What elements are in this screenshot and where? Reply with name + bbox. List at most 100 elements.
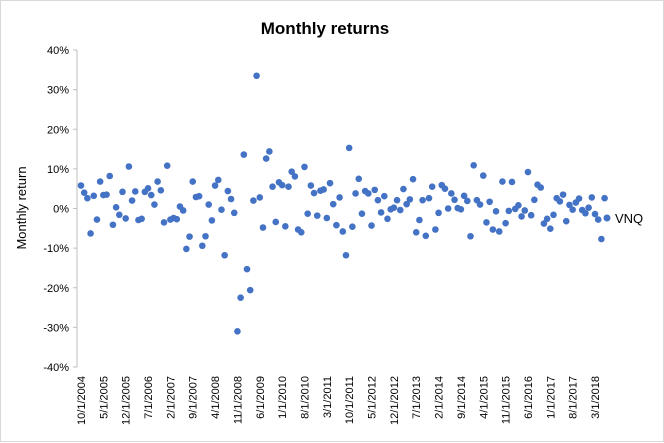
data-point xyxy=(224,187,232,195)
data-point xyxy=(253,72,260,80)
data-point xyxy=(214,176,222,184)
data-point xyxy=(211,182,219,189)
data-point xyxy=(243,265,251,273)
data-point xyxy=(119,188,126,196)
data-point xyxy=(320,186,327,193)
data-point xyxy=(540,220,548,227)
x-tick-label: 11/1/2008 xyxy=(232,376,244,424)
data-point xyxy=(336,194,343,201)
data-point xyxy=(476,201,484,208)
data-point xyxy=(144,184,152,192)
data-point xyxy=(352,190,359,197)
data-point xyxy=(109,221,117,229)
data-point xyxy=(460,192,468,200)
x-tick-label: 1/1/2010 xyxy=(277,376,289,419)
data-point xyxy=(240,151,248,158)
data-point xyxy=(227,195,235,203)
data-point xyxy=(432,226,439,233)
data-point xyxy=(531,196,538,204)
data-point xyxy=(527,211,535,219)
data-point xyxy=(183,245,190,253)
data-point xyxy=(250,197,257,204)
data-point xyxy=(409,175,417,183)
data-point xyxy=(230,209,238,217)
data-point xyxy=(208,217,216,224)
data-point xyxy=(515,202,522,209)
data-point xyxy=(419,196,426,204)
data-point xyxy=(585,204,592,212)
chart-title: Monthly returns xyxy=(261,19,389,38)
data-point xyxy=(377,209,385,216)
x-tick-label: 8/1/2010 xyxy=(299,376,311,419)
legend: VNQ xyxy=(603,211,643,226)
data-point xyxy=(349,223,356,231)
data-point xyxy=(313,212,321,219)
data-point xyxy=(422,232,430,240)
data-point xyxy=(524,168,532,176)
data-point xyxy=(310,189,318,197)
data-point xyxy=(131,188,139,195)
data-point xyxy=(463,197,471,205)
x-tick-label: 9/1/2014 xyxy=(456,376,468,419)
data-point xyxy=(492,207,500,215)
data-point xyxy=(256,194,264,201)
data-point xyxy=(237,294,244,301)
data-point xyxy=(562,217,570,225)
data-point xyxy=(380,192,388,200)
data-point xyxy=(339,228,347,235)
data-point xyxy=(591,210,599,218)
data-point xyxy=(499,178,506,185)
data-point xyxy=(483,219,490,226)
data-point xyxy=(246,286,254,294)
data-point xyxy=(495,228,503,235)
data-point xyxy=(138,215,145,223)
y-tick-label: 0% xyxy=(53,204,69,216)
data-point xyxy=(547,225,554,233)
x-tick-label: 10/1/2004 xyxy=(76,376,88,425)
data-point xyxy=(297,228,305,236)
data-point xyxy=(467,232,474,240)
data-point xyxy=(518,213,525,220)
x-tick-label: 2/1/2014 xyxy=(434,376,446,419)
data-point xyxy=(122,215,129,222)
data-point xyxy=(582,209,589,217)
y-tick-label: 10% xyxy=(47,164,69,176)
data-point xyxy=(154,178,161,185)
data-point xyxy=(189,178,197,185)
x-tick-label: 10/1/2011 xyxy=(344,376,356,424)
data-point xyxy=(266,148,273,155)
data-point xyxy=(329,200,337,208)
x-tick-label: 3/1/2011 xyxy=(322,376,334,418)
data-point xyxy=(272,218,280,226)
data-point xyxy=(406,196,414,203)
x-tick-label: 12/1/2005 xyxy=(121,376,133,425)
data-point xyxy=(157,186,165,194)
data-point xyxy=(234,328,241,335)
y-tick-label: -40% xyxy=(43,362,69,374)
data-point xyxy=(307,182,315,189)
data-point xyxy=(428,183,436,191)
legend-label: VNQ xyxy=(615,211,643,226)
data-point xyxy=(550,211,557,219)
data-point xyxy=(588,194,596,201)
data-point xyxy=(87,230,94,237)
data-point xyxy=(355,175,363,183)
data-point xyxy=(186,233,193,240)
x-tick-label: 5/1/2005 xyxy=(98,376,110,419)
data-point xyxy=(151,201,158,208)
data-point xyxy=(80,189,88,196)
x-tick-label: 3/1/2018 xyxy=(590,376,602,419)
data-point xyxy=(358,210,366,217)
y-tick-label: -10% xyxy=(43,243,69,255)
data-point xyxy=(384,215,391,223)
data-point xyxy=(594,216,602,223)
data-point xyxy=(128,197,136,204)
data-point xyxy=(575,195,583,202)
data-point xyxy=(470,162,477,169)
x-tick-label: 4/1/2008 xyxy=(210,376,222,419)
data-point xyxy=(543,215,551,223)
data-point xyxy=(199,242,206,250)
data-point xyxy=(112,204,120,211)
